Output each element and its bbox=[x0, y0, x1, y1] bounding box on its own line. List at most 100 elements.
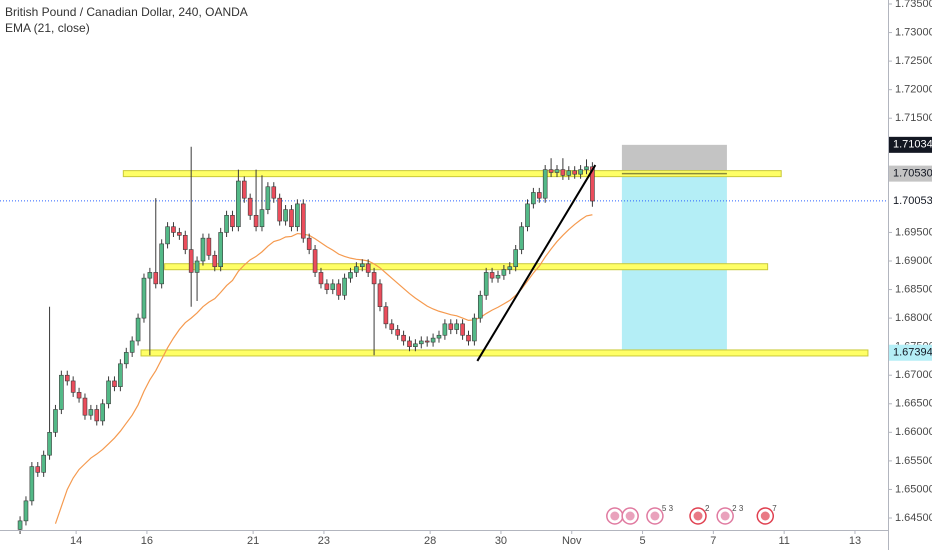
y-tick-label: 1.69500 bbox=[895, 226, 932, 238]
candle-body bbox=[41, 454, 46, 473]
candle-body bbox=[159, 243, 164, 285]
candle-body bbox=[17, 520, 23, 530]
candle-body bbox=[560, 169, 566, 176]
indicator-legend: EMA (21, close) bbox=[5, 21, 90, 35]
chart-title: British Pound / Canadian Dollar, 240, OA… bbox=[5, 5, 248, 19]
candle-body bbox=[177, 232, 182, 236]
candle-body bbox=[265, 186, 271, 210]
candle-body bbox=[466, 334, 471, 342]
y-tick-label: 1.71500 bbox=[895, 112, 932, 124]
y-tick-label: 1.64500 bbox=[895, 512, 932, 524]
candle-body bbox=[64, 374, 70, 382]
candle-body bbox=[123, 352, 129, 365]
candle-body bbox=[206, 237, 212, 256]
price-label: 1.70053 bbox=[893, 195, 932, 207]
candle-body bbox=[224, 215, 229, 233]
candle-body bbox=[312, 249, 318, 273]
candle-body bbox=[300, 203, 306, 239]
candle-body bbox=[424, 340, 430, 343]
candle-body bbox=[536, 192, 542, 199]
zone bbox=[140, 349, 869, 357]
y-tick-label: 1.66500 bbox=[895, 398, 932, 410]
y-tick-label: 1.72500 bbox=[895, 55, 932, 67]
x-tick-label: 14 bbox=[70, 535, 82, 547]
candle-body bbox=[395, 329, 400, 336]
candle-body bbox=[82, 397, 88, 416]
candle-body bbox=[47, 432, 52, 456]
y-tick-label: 1.66000 bbox=[895, 426, 932, 438]
candle-body bbox=[542, 169, 548, 199]
candle-body bbox=[418, 340, 424, 345]
zone bbox=[164, 263, 769, 271]
candle-body bbox=[129, 340, 135, 353]
candle-body bbox=[112, 380, 117, 387]
candle-body bbox=[53, 409, 58, 433]
candle-body bbox=[501, 269, 507, 276]
event-label: 2 bbox=[705, 504, 710, 513]
candle-body bbox=[359, 263, 365, 268]
position-profit bbox=[621, 173, 727, 353]
axes: 1.64500 1.65000 1.65500 1.66000 1.66500 1.670… bbox=[70, 0, 932, 547]
y-tick-label: 1.68000 bbox=[895, 312, 932, 324]
candle-body bbox=[118, 363, 123, 387]
candle-body bbox=[377, 283, 383, 307]
candle-body bbox=[407, 340, 412, 347]
ema-line bbox=[54, 214, 593, 524]
candle-body bbox=[460, 323, 465, 336]
candle-body bbox=[401, 334, 406, 342]
candle-body bbox=[171, 226, 176, 233]
x-tick-label: Nov bbox=[562, 535, 582, 547]
candle-body bbox=[448, 323, 454, 330]
candle-body bbox=[188, 249, 194, 273]
candle-body bbox=[330, 283, 336, 290]
event-flag bbox=[650, 511, 660, 521]
price-label: 1.70530 bbox=[893, 168, 932, 180]
price-label-bg bbox=[889, 344, 932, 361]
candle-body bbox=[306, 237, 312, 250]
candle-body bbox=[212, 254, 218, 268]
candle-body bbox=[566, 170, 572, 176]
candle-body bbox=[554, 169, 560, 173]
candle-body bbox=[525, 203, 530, 228]
x-tick-label: 21 bbox=[247, 535, 259, 547]
candle-body bbox=[289, 209, 294, 228]
x-tick-label: 7 bbox=[710, 535, 716, 547]
candle-body bbox=[477, 294, 483, 319]
candle-body bbox=[365, 263, 371, 273]
event-flag bbox=[760, 511, 770, 521]
trendline bbox=[476, 164, 597, 362]
x-tick-label: 5 bbox=[639, 535, 645, 547]
candle-body bbox=[182, 235, 188, 250]
candle-body bbox=[531, 192, 536, 205]
candle-body bbox=[194, 260, 200, 273]
price-label: 1.67394 bbox=[893, 347, 932, 359]
candle-body bbox=[271, 186, 277, 199]
y-tick-label: 1.72000 bbox=[895, 84, 932, 96]
candle-body bbox=[277, 197, 282, 222]
y-tick-label: 1.73500 bbox=[895, 0, 932, 10]
candle-body bbox=[324, 283, 330, 290]
x-tick-label: 16 bbox=[141, 535, 153, 547]
candle-body bbox=[200, 237, 206, 262]
candle-body bbox=[135, 317, 141, 342]
position-loss bbox=[621, 144, 727, 174]
candle-body bbox=[590, 166, 595, 202]
event-flag bbox=[693, 511, 703, 521]
candle-body bbox=[342, 277, 347, 296]
plot-area: 5 3 2 2 3 7 bbox=[0, 144, 888, 534]
candle-body bbox=[241, 180, 247, 199]
event-flag bbox=[625, 511, 635, 521]
candle-body bbox=[519, 226, 524, 250]
candle-body bbox=[236, 180, 241, 228]
event-label: 2 3 bbox=[732, 504, 744, 513]
x-tick-label: 23 bbox=[318, 535, 330, 547]
candle-body bbox=[548, 169, 554, 173]
candle-body bbox=[371, 272, 377, 285]
price-label-bg bbox=[889, 165, 932, 182]
candle-body bbox=[59, 374, 64, 410]
event-flag bbox=[720, 511, 730, 521]
candle-body bbox=[295, 203, 300, 228]
candle-body bbox=[413, 343, 418, 347]
candle-body bbox=[76, 392, 82, 399]
y-tick-label: 1.69000 bbox=[895, 255, 932, 267]
